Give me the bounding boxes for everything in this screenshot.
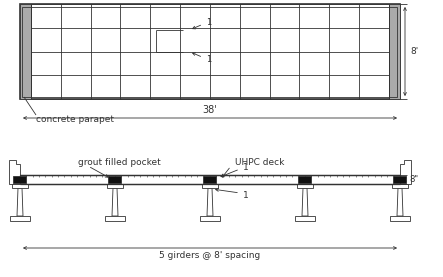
Bar xyxy=(20,175,400,184)
Text: 38': 38' xyxy=(202,105,218,115)
Bar xyxy=(202,184,218,188)
Bar xyxy=(13,176,27,183)
Polygon shape xyxy=(400,160,411,184)
Bar xyxy=(20,4,31,99)
Text: 5 girders @ 8' spacing: 5 girders @ 8' spacing xyxy=(159,251,260,260)
Bar xyxy=(20,4,400,99)
Text: 8": 8" xyxy=(409,175,418,184)
Bar xyxy=(23,6,397,96)
Text: 1: 1 xyxy=(206,18,211,27)
Polygon shape xyxy=(207,188,213,216)
Text: concrete parapet: concrete parapet xyxy=(36,115,114,124)
Bar xyxy=(389,4,400,99)
Bar xyxy=(295,216,315,221)
Bar xyxy=(10,216,30,221)
Bar xyxy=(393,176,407,183)
Polygon shape xyxy=(397,188,403,216)
Text: 1: 1 xyxy=(206,55,211,64)
Bar xyxy=(109,176,121,183)
Polygon shape xyxy=(9,160,20,184)
Bar xyxy=(297,184,313,188)
Polygon shape xyxy=(302,188,308,216)
Bar xyxy=(107,184,123,188)
Bar xyxy=(392,184,408,188)
Polygon shape xyxy=(17,188,23,216)
Bar xyxy=(390,216,410,221)
Text: 1: 1 xyxy=(243,191,249,199)
Polygon shape xyxy=(112,188,118,216)
Bar xyxy=(299,176,311,183)
Text: grout filled pocket: grout filled pocket xyxy=(78,158,161,167)
Text: UHPC deck: UHPC deck xyxy=(235,158,284,167)
Bar xyxy=(12,184,28,188)
Text: 1: 1 xyxy=(243,163,249,171)
Bar xyxy=(105,216,125,221)
Bar xyxy=(200,216,220,221)
Text: 8': 8' xyxy=(410,47,418,56)
Bar xyxy=(203,176,217,183)
